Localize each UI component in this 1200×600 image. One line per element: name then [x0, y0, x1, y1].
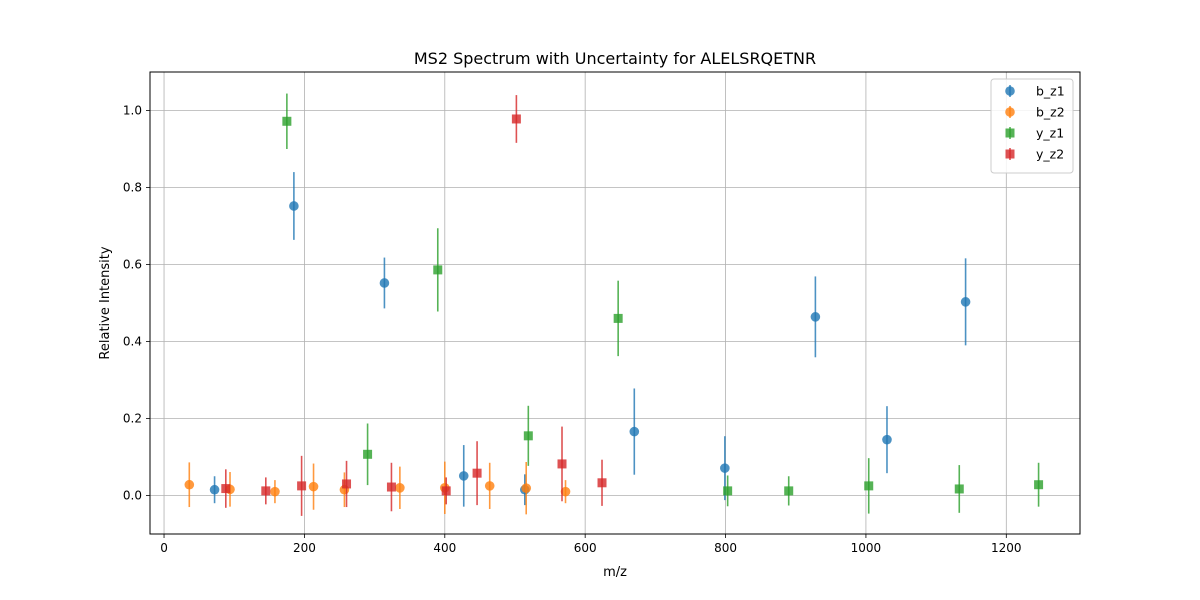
data-point: [472, 468, 482, 478]
x-tick-label: 1200: [991, 541, 1022, 555]
data-point: [261, 486, 271, 496]
data-point: [221, 484, 231, 494]
legend-label: b_z2: [1036, 105, 1065, 120]
y-tick-label: 0.8: [123, 181, 142, 195]
y-tick-label: 0.2: [123, 412, 142, 426]
x-tick-label: 600: [574, 541, 597, 555]
data-point: [882, 434, 892, 445]
data-point: [810, 312, 821, 322]
legend-item: b_z1: [1005, 84, 1065, 99]
legend-item: y_z2: [1005, 147, 1064, 162]
legend-label: y_z1: [1036, 126, 1064, 141]
legend-label: y_z2: [1036, 147, 1064, 162]
legend-label: b_z1: [1036, 84, 1065, 99]
data-point: [954, 484, 964, 494]
data-point: [723, 486, 733, 496]
x-tick-label: 800: [714, 541, 737, 555]
data-point: [282, 116, 292, 126]
legend-marker: [1005, 107, 1015, 117]
data-point: [270, 486, 280, 497]
data-point: [511, 114, 521, 124]
data-point: [297, 481, 307, 491]
data-point: [308, 481, 319, 492]
series-y-z1: [282, 93, 1044, 514]
data-point: [209, 484, 220, 495]
data-point: [386, 482, 396, 492]
data-point: [521, 483, 532, 493]
x-tick-label: 1000: [851, 541, 882, 555]
data-point: [523, 431, 533, 441]
y-tick-label: 0.4: [123, 335, 142, 349]
x-tick-label: 0: [160, 541, 168, 555]
data-point: [720, 463, 730, 473]
legend-item: y_z1: [1005, 126, 1064, 141]
y-tick-label: 1.0: [123, 104, 142, 118]
series-y-z2: [221, 95, 607, 516]
x-tick-label: 200: [293, 541, 316, 555]
data-point: [441, 486, 451, 496]
x-axis-label: m/z: [603, 565, 627, 580]
data-point: [613, 313, 623, 323]
chart-title: MS2 Spectrum with Uncertainty for ALELSR…: [414, 49, 816, 68]
data-point: [379, 278, 390, 288]
data-point: [458, 471, 469, 481]
y-axis-label: Relative Intensity: [98, 246, 113, 359]
data-point: [289, 201, 299, 211]
grid-lines: [150, 72, 1080, 534]
legend: b_z1 b_z2 y_z1 y_z2: [990, 78, 1074, 174]
data-point: [960, 297, 971, 307]
y-tick-label: 0.6: [123, 258, 142, 272]
y-tick-label: 0.0: [123, 489, 142, 503]
legend-marker: [1005, 149, 1015, 159]
plot-data: [184, 93, 1044, 516]
legend-item: b_z2: [1005, 105, 1065, 120]
data-point: [560, 486, 571, 497]
legend-marker: [1005, 86, 1015, 96]
data-point: [395, 483, 405, 493]
data-point: [864, 481, 874, 491]
data-point: [184, 479, 195, 490]
axis-ticks: 0 200 400 600 800 1000 1200 0.0 0.2 0.4 0.6 0.8 1.0: [123, 104, 1022, 556]
data-point: [484, 481, 495, 491]
data-point: [557, 459, 567, 469]
data-point: [363, 449, 373, 459]
data-point: [433, 265, 443, 275]
data-point: [784, 486, 794, 496]
data-point: [1034, 480, 1044, 490]
plot-frame: [149, 71, 1081, 535]
data-point: [597, 478, 607, 488]
data-point: [629, 426, 640, 437]
x-tick-label: 400: [433, 541, 456, 555]
legend-marker: [1005, 128, 1015, 138]
series-b-z1: [209, 172, 971, 507]
data-point: [342, 479, 352, 489]
